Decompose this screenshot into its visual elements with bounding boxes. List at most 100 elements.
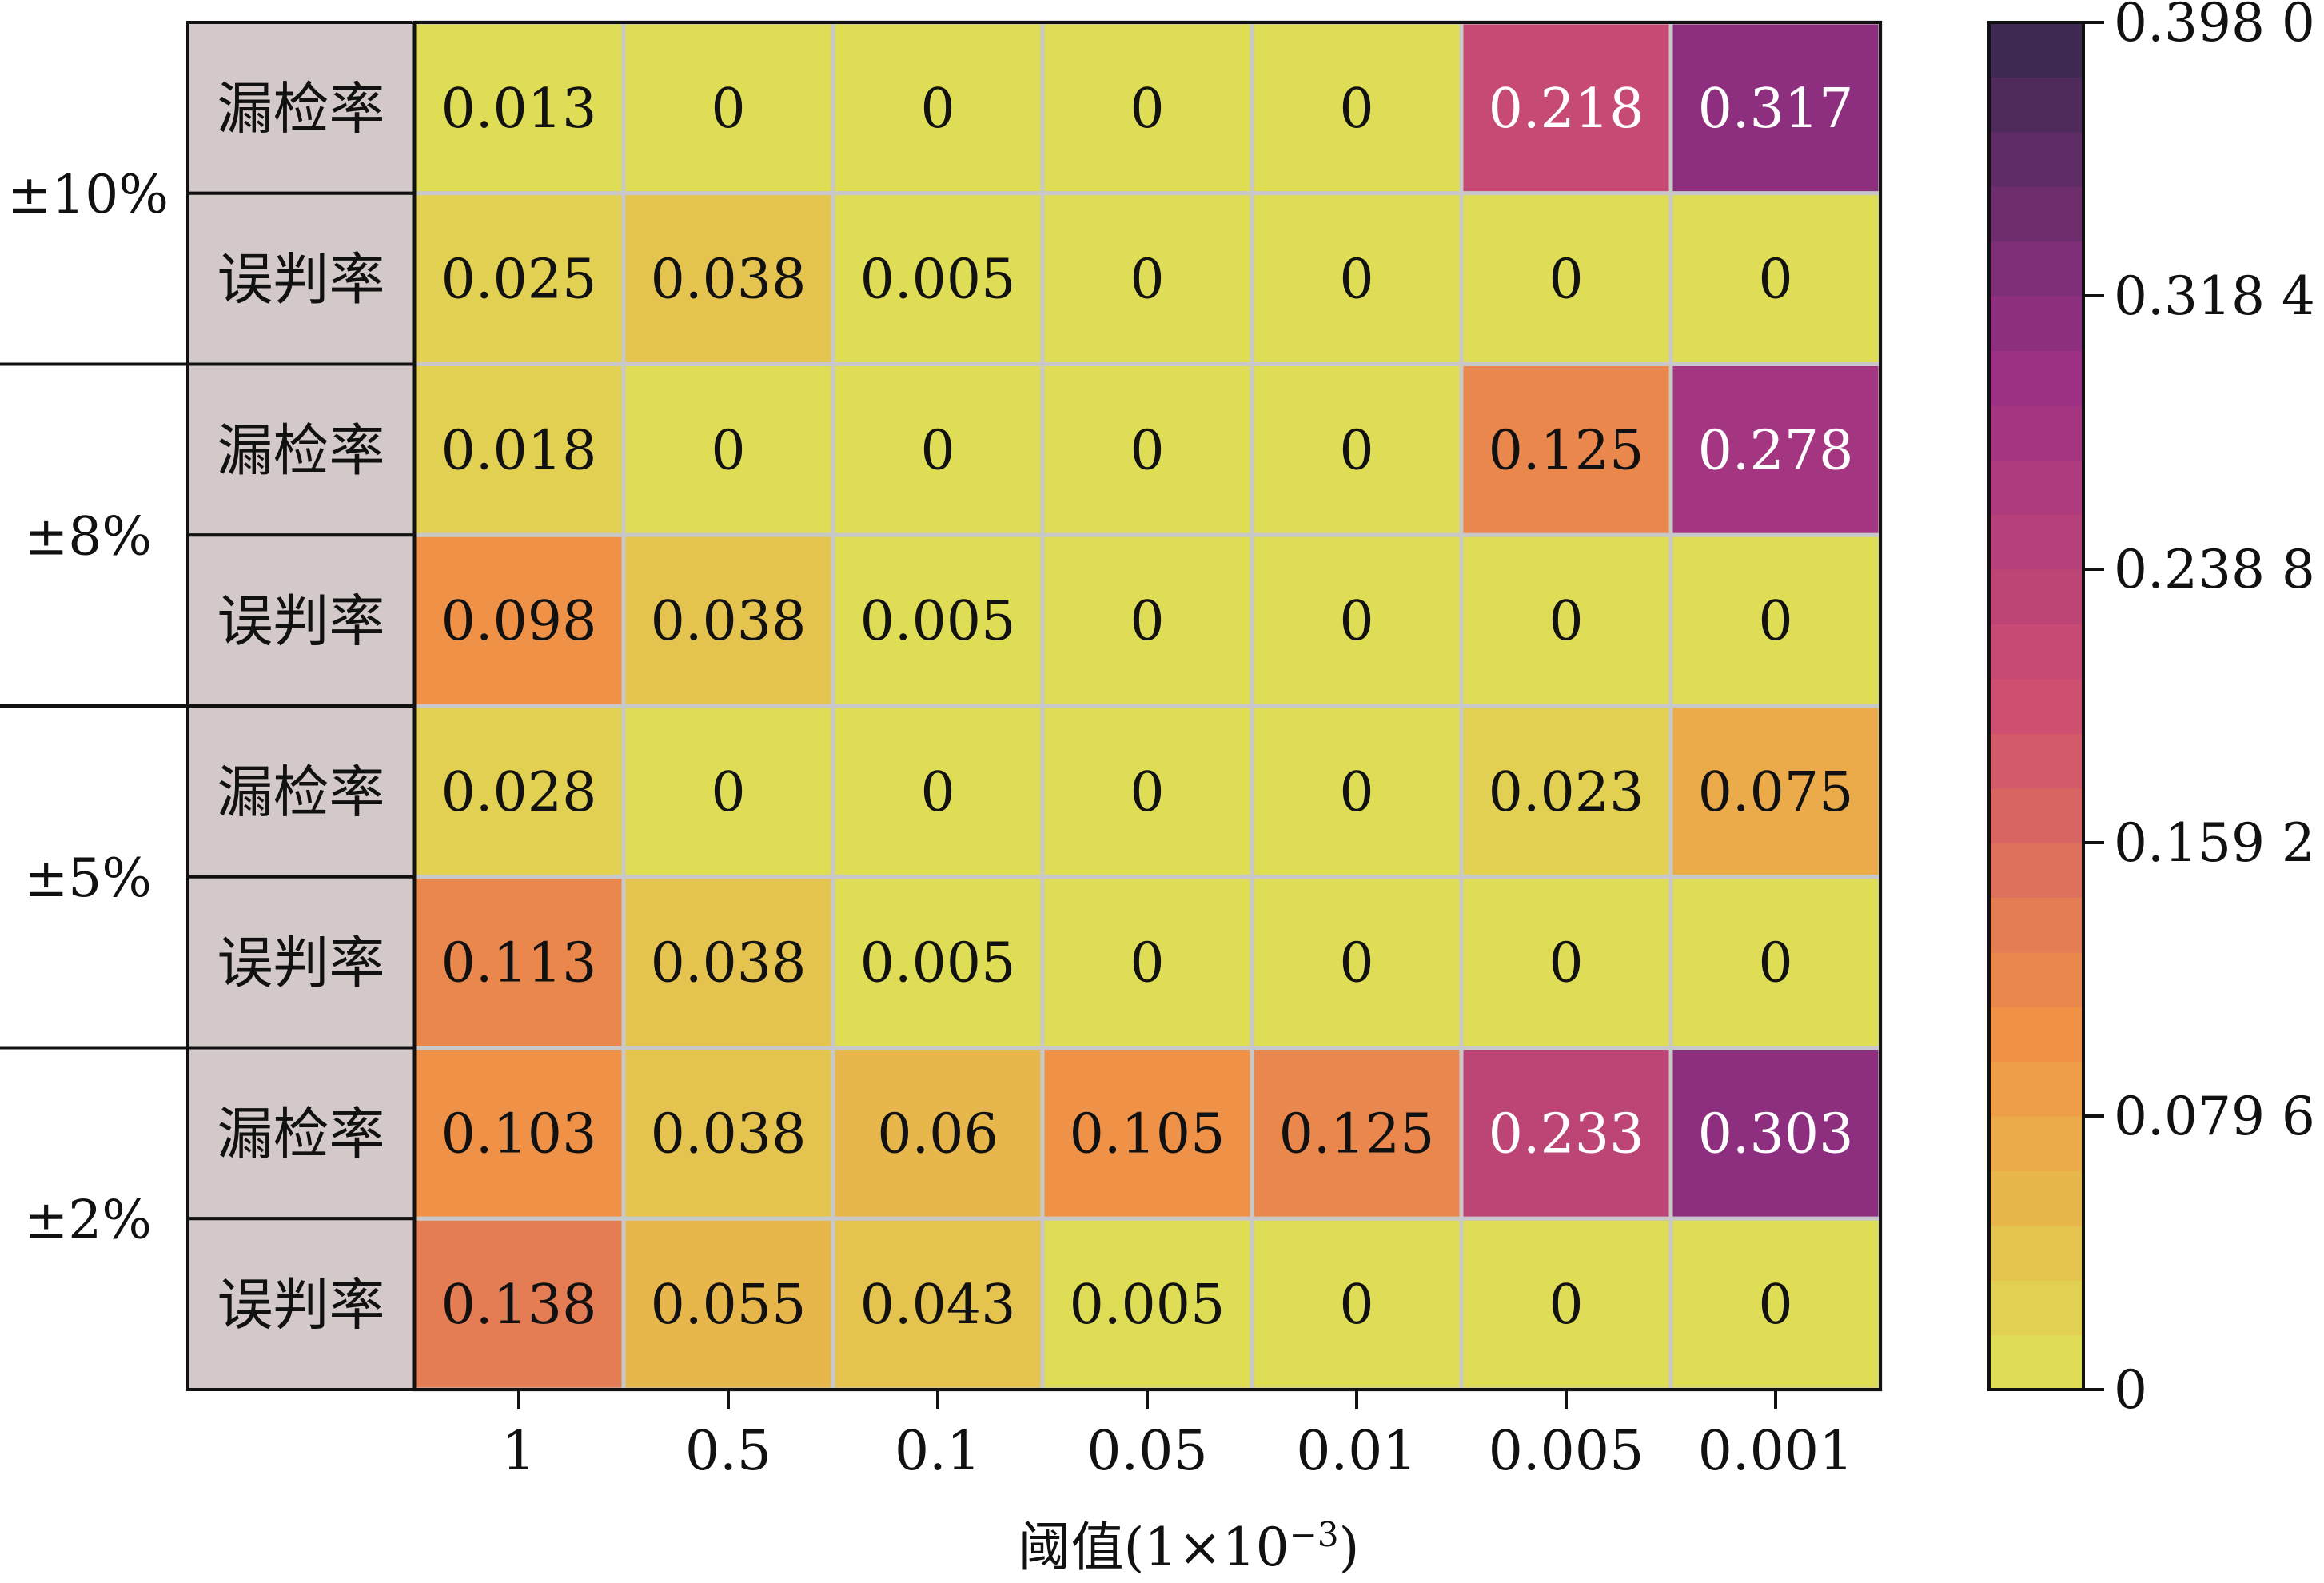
- cell-value-label: 0.105: [1070, 1103, 1226, 1166]
- cell-value-label: 0: [711, 419, 745, 482]
- heatmap-cell: [412, 704, 626, 879]
- row-type-label: 漏检率: [217, 1101, 385, 1166]
- cell-value-label: 0: [1339, 419, 1373, 482]
- colorbar-tick-label: 0.159 2: [2114, 812, 2315, 874]
- cell-value-label: 0.018: [441, 419, 597, 482]
- x-tick-label: 0.01: [1296, 1420, 1417, 1483]
- cell-value-label: 0.233: [1489, 1103, 1644, 1166]
- heatmap-cell: [1250, 1046, 1464, 1221]
- cell-value-label: 0.013: [441, 78, 597, 141]
- row-type-label: 误判率: [217, 247, 385, 313]
- colorbar-tick-label: 0: [2114, 1359, 2147, 1421]
- cell-value-label: 0.303: [1698, 1103, 1854, 1166]
- x-tick-label: 0.005: [1489, 1420, 1644, 1483]
- heatmap-cell: [1040, 1046, 1254, 1221]
- heatmap-cell: [1250, 875, 1464, 1050]
- group-label: ±8%: [24, 505, 152, 567]
- cell-value-label: 0.098: [441, 590, 597, 653]
- cell-value-label: 0: [1758, 932, 1792, 995]
- cell-value-label: 0: [1758, 1274, 1792, 1337]
- cell-value-label: 0: [1339, 932, 1373, 995]
- cell-value-label: 0.025: [441, 249, 597, 312]
- row-type-label: 漏检率: [217, 417, 385, 483]
- cell-value-label: 0.005: [860, 932, 1016, 995]
- cell-value-label: 0.317: [1698, 78, 1854, 141]
- heatmap-cell: [621, 875, 835, 1050]
- heatmap-cell: [1459, 875, 1673, 1050]
- group-label: ±10%: [7, 164, 169, 225]
- cell-value-label: 0: [1339, 249, 1373, 312]
- cell-value-label: 0.005: [860, 249, 1016, 312]
- cell-value-label: 0: [711, 761, 745, 824]
- cell-value-label: 0.075: [1698, 761, 1854, 824]
- heatmap-cell: [1040, 1216, 1254, 1392]
- colorbar-segment: [1989, 1116, 2083, 1171]
- heatmap-cell: [621, 532, 835, 708]
- x-tick-label: 0.001: [1698, 1420, 1854, 1483]
- cell-value-label: 0.278: [1698, 419, 1854, 482]
- cell-value-label: 0.038: [651, 249, 807, 312]
- colorbar-segment: [1989, 897, 2083, 953]
- row-label-cell: [186, 362, 416, 537]
- colorbar-segment: [1989, 22, 2083, 78]
- heatmap-cell: [1459, 704, 1673, 879]
- cell-value-label: 0.113: [441, 932, 597, 995]
- cell-value-label: 0: [1339, 761, 1373, 824]
- cell-value-label: 0.103: [441, 1103, 597, 1166]
- heatmap-cell: [1040, 191, 1254, 366]
- cell-value-label: 0: [1339, 78, 1373, 141]
- x-tick-label: 1: [501, 1420, 536, 1483]
- colorbar-segment: [1989, 241, 2083, 297]
- cell-value-label: 0.055: [651, 1274, 807, 1337]
- cell-value-label: 0.028: [441, 761, 597, 824]
- x-axis: 1 0.5 0.1 0.05 0.01 0.005 0.001: [188, 1388, 1880, 1483]
- heatmap-cell: [1668, 532, 1883, 708]
- x-tick-label: 0.05: [1086, 1420, 1207, 1483]
- colorbar-segment: [1989, 733, 2083, 789]
- colorbar-segment: [1989, 1170, 2083, 1226]
- heatmap-cell: [1459, 362, 1673, 537]
- colorbar: 0 0.079 6 0.159 2 0.238 8 0.318 4 0.398 0: [1987, 0, 2315, 1421]
- colorbar-tick-label: 0.238 8: [2114, 539, 2315, 600]
- cell-value-label: 0: [1339, 590, 1373, 653]
- heatmap-cell: [831, 1046, 1045, 1221]
- cell-value-label: 0.138: [441, 1274, 597, 1337]
- colorbar-segment: [1989, 77, 2083, 133]
- cell-value-label: 0.005: [860, 590, 1016, 653]
- colorbar-segment: [1989, 678, 2083, 734]
- heatmap-cell: [412, 362, 626, 537]
- cell-value-label: 0.218: [1489, 78, 1644, 141]
- cell-value-label: 0: [1130, 932, 1164, 995]
- cell-value-label: 0.023: [1489, 761, 1644, 824]
- colorbar-segment: [1989, 1007, 2083, 1063]
- heatmap-cell: [621, 1216, 835, 1392]
- cell-value-label: 0: [711, 78, 745, 141]
- heatmap-cell: [1668, 875, 1883, 1050]
- cell-value-label: 0.005: [1070, 1274, 1226, 1337]
- group-label: ±5%: [24, 847, 152, 909]
- cell-value-label: 0.043: [860, 1274, 1016, 1337]
- group-labels: ±10% ±8% ±5% ±2%: [0, 164, 188, 1250]
- cell-value-label: 0.06: [877, 1103, 998, 1166]
- colorbar-tick-label: 0.398 0: [2114, 0, 2315, 54]
- cell-value-label: 0.038: [651, 1103, 807, 1166]
- cell-value-label: 0: [1549, 590, 1583, 653]
- colorbar-segment: [1989, 1061, 2083, 1117]
- colorbar-segment: [1989, 131, 2083, 187]
- colorbar-segment: [1989, 788, 2083, 843]
- colorbar-segment: [1989, 514, 2083, 570]
- heatmap-cell: [831, 191, 1045, 366]
- colorbar-tick-label: 0.079 6: [2114, 1086, 2315, 1147]
- colorbar-segment: [1989, 350, 2083, 406]
- cell-value-label: 0: [920, 761, 955, 824]
- heatmap-cell: [621, 191, 835, 366]
- cell-value-label: 0: [1130, 761, 1164, 824]
- cell-value-label: 0: [1549, 249, 1583, 312]
- row-label-cell: [186, 21, 416, 195]
- row-type-label: 漏检率: [217, 76, 385, 142]
- x-axis-title-close: ): [1339, 1517, 1360, 1578]
- heatmap-cell: [831, 875, 1045, 1050]
- colorbar-segment: [1989, 296, 2083, 351]
- row-type-label: 误判率: [217, 1272, 385, 1338]
